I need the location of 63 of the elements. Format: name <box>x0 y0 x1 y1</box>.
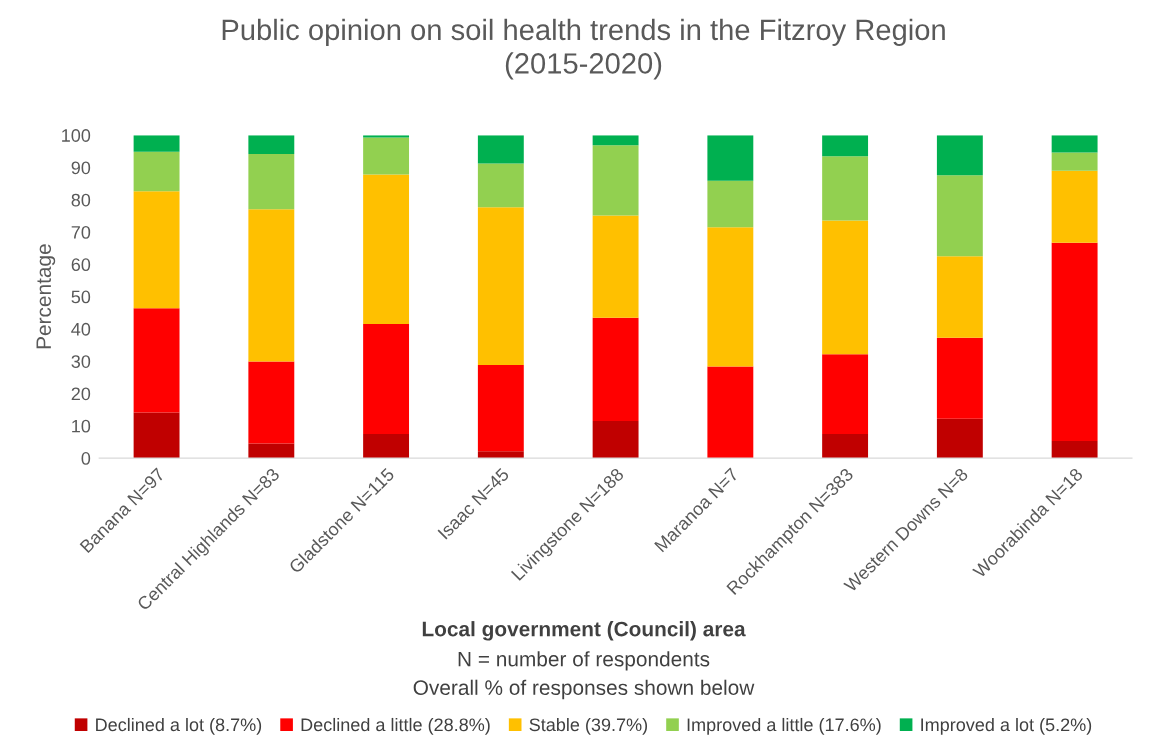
bar <box>1051 135 1098 153</box>
y-tick-label: 40 <box>71 322 91 336</box>
legend-label: Declined a little (28.8%) <box>301 717 490 735</box>
bar <box>707 366 754 459</box>
chart-title: Public opinion on soil health trends in the Fitzroy Region (2015-2020) <box>222 18 945 80</box>
text: Overall % of responses shown below <box>413 679 755 700</box>
bar <box>822 220 869 355</box>
bar <box>1051 152 1098 171</box>
bar <box>707 135 754 181</box>
bar <box>592 420 639 459</box>
bar <box>363 174 410 325</box>
y-tick-label: 0 <box>81 452 91 465</box>
y-tick-label: 60 <box>71 258 91 272</box>
bar <box>936 418 983 459</box>
y-axis-title: Percentage <box>36 244 56 349</box>
bar <box>477 365 524 452</box>
bar <box>133 308 180 413</box>
bar <box>477 135 524 164</box>
bar <box>936 175 983 257</box>
bar <box>822 156 869 221</box>
x-axis-title: Local government (Council) area <box>422 621 746 641</box>
bar <box>1051 242 1098 441</box>
bar <box>248 209 295 362</box>
bar <box>592 317 639 421</box>
y-tick-label: 20 <box>71 387 91 401</box>
bar <box>707 180 754 228</box>
bar <box>592 145 639 216</box>
y-tick-label: 10 <box>72 419 91 433</box>
bar <box>133 151 180 192</box>
bar <box>248 361 295 444</box>
bar <box>936 337 983 419</box>
bar <box>707 227 754 367</box>
bar <box>936 256 983 338</box>
y-tick-label: 30 <box>71 355 91 368</box>
bar <box>133 191 180 309</box>
bar <box>363 324 410 434</box>
bar <box>822 433 869 459</box>
bar <box>248 443 295 459</box>
y-tick-label: 50 <box>71 290 91 304</box>
bar <box>248 153 295 210</box>
bar <box>133 135 180 152</box>
y-tick-label: 70 <box>71 225 91 239</box>
bar <box>477 163 524 208</box>
legend-label: Improved a little (17.6%) <box>687 717 881 735</box>
bar <box>592 135 639 146</box>
bar <box>592 215 639 318</box>
bar <box>936 135 983 176</box>
bar <box>822 135 869 157</box>
bar <box>133 412 180 459</box>
bar <box>363 137 410 175</box>
bar <box>1051 440 1098 459</box>
bar <box>1051 170 1098 243</box>
legend-label: Stable (39.7%) <box>529 717 648 735</box>
y-tick-label: 90 <box>71 161 91 175</box>
bar <box>477 207 524 366</box>
legend-label: Improved a lot (5.2%) <box>921 717 1092 735</box>
y-tick-label: 100 <box>62 129 91 142</box>
y-tick-label: 80 <box>71 193 91 207</box>
text: N = number of respondents <box>458 651 710 671</box>
bar <box>822 354 869 434</box>
bar <box>363 433 410 459</box>
legend-label: Declined a lot (8.7%) <box>96 717 262 735</box>
bar <box>248 135 295 154</box>
